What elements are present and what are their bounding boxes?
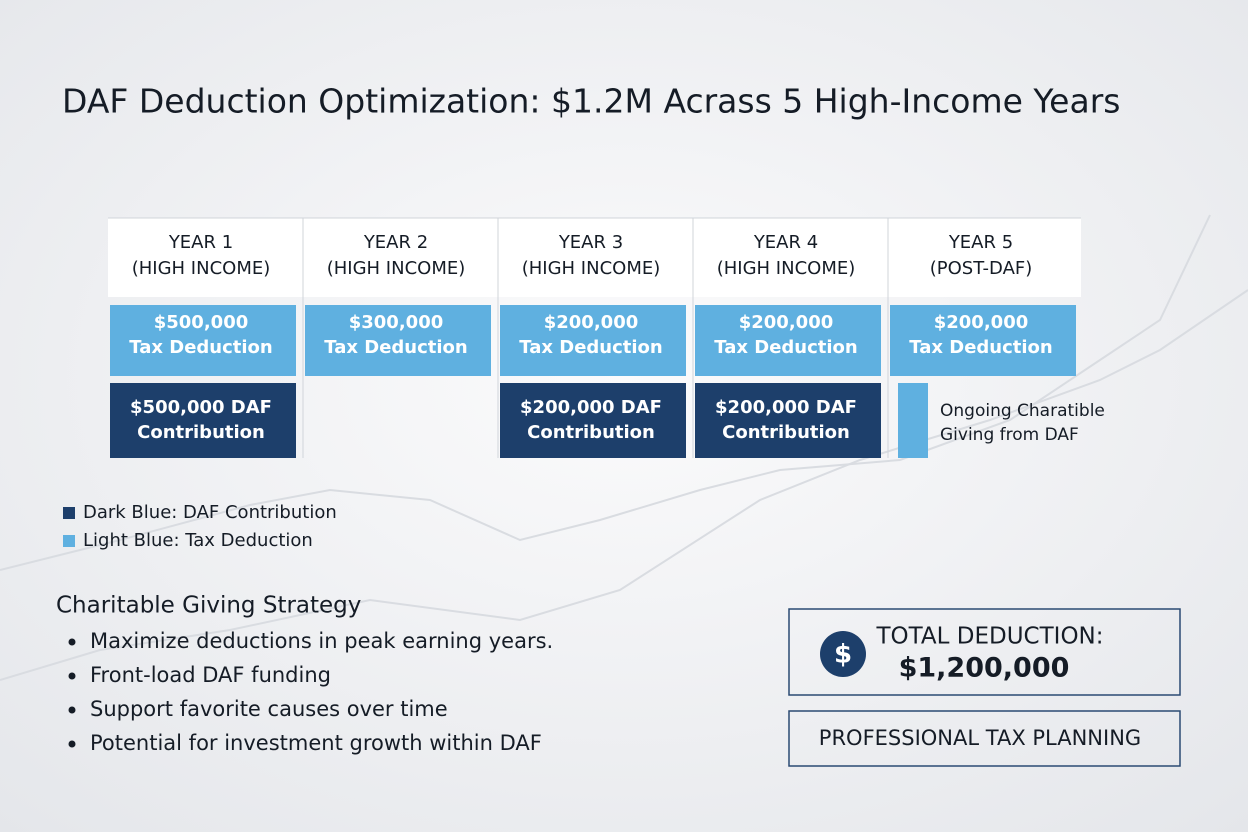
deduction-text: Tax Deduction (324, 337, 467, 358)
bullet-dot (68, 706, 76, 714)
deduction-text: $500,000 (154, 312, 249, 333)
bullet-dot (68, 740, 76, 748)
deduction-box (500, 305, 686, 376)
contribution-text: Contribution (722, 422, 850, 443)
header-row (108, 218, 1081, 297)
legend: Dark Blue: DAF Contribution Light Blue: T… (63, 502, 337, 551)
deduction-box (305, 305, 491, 376)
bullet: Potential for investment growth within D… (90, 731, 542, 755)
bullet: Maximize deductions in peak earning year… (90, 629, 553, 653)
contribution-text: $200,000 DAF (520, 397, 662, 418)
deduction-box (890, 305, 1076, 376)
deduction-text: Tax Deduction (909, 337, 1052, 358)
bullet: Support favorite causes over time (90, 697, 448, 721)
total-box (788, 608, 1181, 696)
contribution-text: Contribution (527, 422, 655, 443)
deduction-text: Tax Deduction (129, 337, 272, 358)
year: YEAR 4 (753, 232, 818, 253)
legend-swatch (63, 535, 75, 547)
year: YEAR 2 (363, 232, 428, 253)
year: YEAR 3 (558, 232, 623, 253)
year-subtitle: (HIGH INCOME) (522, 258, 661, 279)
contribution-text: $500,000 DAF (130, 397, 272, 418)
bullet-dot (68, 672, 76, 680)
bullet: Front-load DAF funding (90, 663, 331, 687)
deduction-text: $300,000 (349, 312, 444, 333)
year: YEAR 5 (948, 232, 1013, 253)
year-subtitle: (POST-DAF) (930, 258, 1033, 279)
year-subtitle: (HIGH INCOME) (717, 258, 856, 279)
year: YEAR 1 (168, 232, 233, 253)
year-subtitle: (HIGH INCOME) (327, 258, 466, 279)
note-text: Ongoing Charatible (940, 401, 1105, 421)
deduction-box (110, 305, 296, 376)
note-text: Giving from DAF (940, 425, 1079, 445)
badge-box (788, 710, 1181, 767)
contribution-box (500, 383, 686, 458)
contribution-box (695, 383, 881, 458)
ongoing-bar (898, 383, 928, 458)
deduction-text: $200,000 (739, 312, 834, 333)
contribution-text: $200,000 DAF (715, 397, 857, 418)
legend-swatch (63, 507, 75, 519)
legend-label: Dark Blue: DAF Contribution (83, 502, 337, 523)
deduction-text: $200,000 (934, 312, 1029, 333)
year-subtitle: (HIGH INCOME) (132, 258, 271, 279)
badge: PROFESSIONAL TAX PLANNING (819, 726, 1141, 750)
icon-symbol: $ (834, 640, 852, 670)
strategy: Charitable Giving Strategy Maximize deduc… (56, 593, 553, 756)
decor-lines (0, 214, 1248, 681)
title: DAF Deduction Optimization: $1.2M Acrass… (62, 82, 1120, 121)
deduction-text: $200,000 (544, 312, 639, 333)
dollar-icon (820, 631, 866, 677)
deduction-text: Tax Deduction (519, 337, 662, 358)
contribution-text: Contribution (137, 422, 265, 443)
bullet-dot (68, 638, 76, 646)
deduction-text: Tax Deduction (714, 337, 857, 358)
strategy-title: Charitable Giving Strategy (56, 593, 361, 619)
deduction-box (695, 305, 881, 376)
total-amount: $1,200,000 (899, 653, 1070, 684)
total-label: TOTAL DEDUCTION: (875, 624, 1103, 650)
contribution-box (110, 383, 296, 458)
legend-label: Light Blue: Tax Deduction (83, 530, 313, 551)
timeline: YEAR 1 (HIGH INCOME) $500,000 Tax Deduction… (108, 217, 1105, 458)
